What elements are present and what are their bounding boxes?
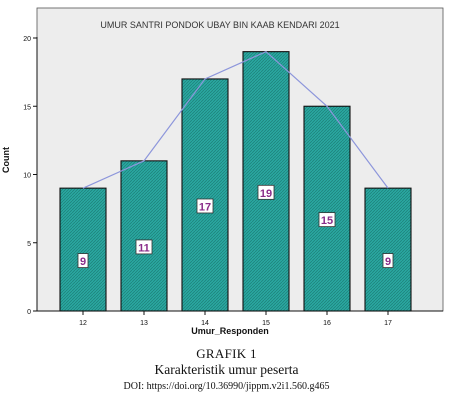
data-label: 19 [260,188,272,200]
chart-title: UMUR SANTRI PONDOK UBAY BIN KAAB KENDARI… [100,20,339,30]
figure-caption-label: GRAFIK 1 [196,346,257,361]
figure-caption-title: Karakteristik umur peserta [154,362,299,377]
data-label-box [257,184,275,200]
y-tick-label: 10 [23,173,31,180]
bar [242,51,290,312]
series-line [82,50,389,189]
data-label-box [135,239,153,255]
x-tick-label: 17 [384,320,392,327]
data-label: 15 [321,215,333,227]
data-label: 9 [80,256,86,268]
y-tick-label: 5 [27,241,31,248]
bar-chart: 9 11 17 19 15 9 0 5 10 15 20 12 13 14 15 16 17 UMUR SAN… [1,7,444,336]
y-tick-label: 20 [23,36,31,43]
y-tick-label: 15 [23,104,31,111]
figure-caption-doi: DOI: https://doi.org/10.36990/jippm.v2i1… [123,381,330,392]
data-label-box [318,212,336,228]
x-tick-label: 12 [79,320,87,327]
bar [120,160,168,312]
x-tick-label: 16 [323,320,331,327]
data-label: 17 [199,201,211,213]
data-label-box [382,253,394,268]
x-axis-label: Umur_Responden [191,326,269,336]
x-tick-label: 14 [201,320,209,327]
bar [364,187,412,312]
y-axis-label: Count [1,147,11,173]
bar [59,187,107,312]
x-tick-label: 15 [262,320,270,327]
y-tick-label: 0 [27,309,31,316]
data-label-box [196,198,214,214]
x-tick-label: 13 [140,320,148,327]
data-label: 11 [138,242,150,254]
bar [303,105,351,312]
bar [181,78,229,312]
data-label: 9 [385,256,391,268]
data-label-box [77,253,89,268]
